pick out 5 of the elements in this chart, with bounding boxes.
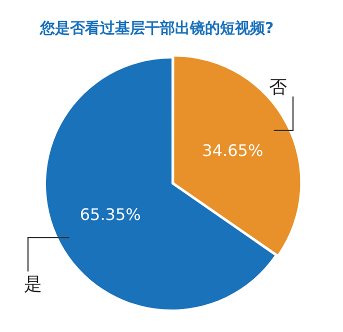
slice-label: 否 [269,77,287,98]
chart-title: 您是否看过基层干部出镜的短视频? [39,18,274,37]
data-label: 65.35% [80,205,141,224]
slice-label: 是 [24,274,42,296]
data-label: 34.65% [202,141,264,160]
